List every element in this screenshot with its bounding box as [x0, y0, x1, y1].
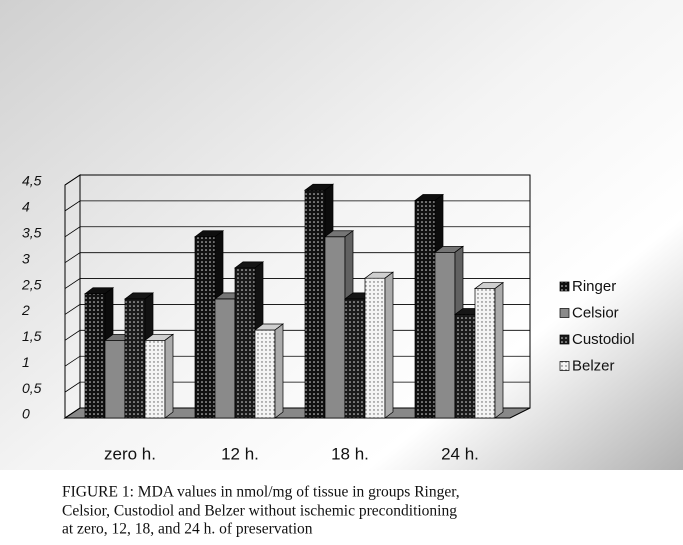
legend-swatch [559, 281, 570, 292]
y-tick-label: 3 [22, 250, 30, 266]
y-tick-label: 3,5 [22, 224, 42, 240]
y-tick-label: 1,5 [22, 328, 42, 344]
legend-label: Custodiol [572, 331, 635, 348]
legend-swatch [559, 361, 570, 371]
bar-front [194, 236, 216, 419]
legend-label: Ringer [572, 278, 616, 295]
bar-side [164, 333, 174, 419]
y-tick-label: 0,5 [22, 380, 42, 396]
y-tick-label: 1 [22, 354, 30, 370]
legend-swatch [559, 308, 570, 318]
bar-front [364, 277, 386, 419]
caption-background [0, 470, 683, 545]
bar [473, 281, 505, 419]
bar [253, 323, 285, 419]
y-tick-label: 2,5 [21, 276, 42, 292]
bar-front [144, 339, 166, 419]
bar-front [104, 339, 126, 419]
caption-line: at zero, 12, 18, and 24 h. of preservati… [62, 521, 313, 538]
bar-front [84, 293, 106, 419]
legend-label: Celsior [572, 304, 619, 321]
bar-front [434, 251, 456, 419]
caption-line: Celsior, Custodiol and Belzer without is… [62, 503, 457, 520]
grid-line [64, 200, 530, 212]
bar-front [214, 298, 236, 419]
bar-side [384, 271, 394, 419]
bar-side [494, 281, 504, 419]
grid-line [64, 174, 530, 186]
y-tick-label: 4,5 [22, 173, 42, 189]
y-tick-label: 2 [21, 302, 30, 318]
bar-front [414, 200, 436, 419]
grid-line [64, 226, 530, 238]
bar-front [124, 298, 146, 419]
bar-side [274, 323, 284, 419]
bar-front [344, 298, 366, 419]
x-tick-label: 12 h. [221, 444, 259, 463]
bar-front [324, 236, 346, 419]
bar [363, 271, 395, 419]
grid-line [64, 252, 530, 263]
bar-front [254, 329, 276, 419]
caption-line: FIGURE 1: MDA values in nmol/mg of tissu… [62, 484, 460, 501]
bar-front [234, 267, 256, 419]
x-tick-label: 18 h. [331, 444, 369, 463]
legend-label: Belzer [572, 357, 615, 374]
y-tick-label: 4 [22, 199, 30, 215]
y-tick-label: 0 [22, 406, 30, 422]
bar-front [474, 288, 496, 419]
x-tick-label: 24 h. [441, 444, 479, 463]
bar-front [304, 189, 326, 419]
bar [143, 333, 175, 419]
bar [323, 230, 355, 419]
bar-front [454, 314, 476, 419]
x-tick-label: zero h. [104, 444, 156, 463]
legend-swatch [559, 334, 570, 345]
